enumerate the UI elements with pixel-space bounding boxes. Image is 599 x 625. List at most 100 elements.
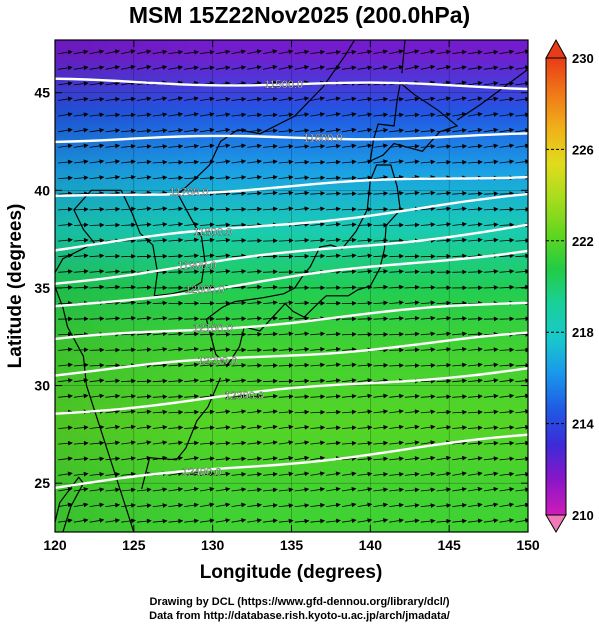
wind-arrow bbox=[263, 440, 278, 446]
wind-arrow bbox=[404, 424, 420, 430]
wind-arrow bbox=[404, 269, 420, 275]
wind-arrow bbox=[263, 487, 278, 493]
wind-arrow bbox=[263, 128, 278, 134]
wind-arrow bbox=[515, 143, 528, 149]
wind-arrow bbox=[184, 96, 199, 102]
wind-arrow bbox=[310, 471, 325, 477]
wind-arrow bbox=[420, 285, 436, 290]
wind-arrow bbox=[231, 159, 247, 164]
wind-arrow bbox=[420, 471, 436, 477]
wind-arrow bbox=[310, 394, 326, 400]
wind-arrow bbox=[420, 363, 436, 368]
wind-arrow bbox=[357, 456, 373, 462]
wind-arrow bbox=[136, 206, 152, 212]
wind-arrow bbox=[200, 331, 215, 337]
wind-arrow bbox=[515, 284, 528, 290]
wind-arrow bbox=[341, 143, 357, 149]
wind-arrow bbox=[89, 127, 105, 133]
wind-arrow bbox=[168, 49, 184, 55]
wind-arrow bbox=[341, 96, 357, 102]
wind-arrow bbox=[247, 378, 263, 384]
wind-arrow bbox=[373, 409, 389, 414]
wind-arrow bbox=[168, 425, 184, 431]
wind-arrow bbox=[278, 175, 294, 180]
colorbar-tick-label: 230 bbox=[572, 51, 594, 66]
wind-arrow bbox=[389, 487, 404, 493]
wind-arrow bbox=[310, 378, 326, 384]
wind-arrow bbox=[215, 487, 231, 492]
wind-arrow bbox=[468, 222, 483, 227]
wind-arrow bbox=[404, 487, 420, 493]
wind-arrow bbox=[483, 112, 499, 117]
wind-arrow bbox=[263, 409, 278, 415]
wind-arrow bbox=[468, 80, 483, 86]
wind-arrow bbox=[310, 96, 325, 101]
wind-arrow bbox=[357, 378, 373, 383]
wind-arrow bbox=[515, 393, 528, 399]
wind-arrow bbox=[247, 300, 263, 306]
wind-arrow bbox=[468, 425, 483, 431]
wind-arrow bbox=[436, 222, 452, 227]
wind-arrow bbox=[294, 65, 310, 70]
wind-arrow bbox=[184, 362, 199, 368]
wind-arrow bbox=[247, 284, 263, 290]
wind-arrow bbox=[294, 409, 310, 415]
wind-arrow bbox=[121, 471, 136, 477]
wind-arrow bbox=[278, 238, 294, 243]
wind-arrow bbox=[105, 222, 121, 228]
y-tick-label: 35 bbox=[34, 280, 50, 296]
wind-arrow bbox=[215, 175, 231, 181]
wind-arrow bbox=[389, 253, 404, 259]
wind-arrow bbox=[294, 96, 310, 102]
wind-arrow bbox=[136, 64, 152, 70]
wind-arrow bbox=[152, 518, 168, 524]
contour-line bbox=[55, 331, 528, 377]
wind-arrow bbox=[468, 409, 483, 415]
wind-arrow bbox=[420, 347, 436, 353]
wind-arrow bbox=[436, 378, 452, 384]
wind-arrow bbox=[310, 206, 326, 212]
x-tick-label: 120 bbox=[43, 537, 67, 553]
wind-arrow bbox=[310, 191, 326, 196]
wind-arrow bbox=[278, 331, 294, 337]
wind-arrow bbox=[341, 49, 357, 55]
wind-arrow bbox=[310, 144, 326, 149]
wind-arrow bbox=[58, 471, 73, 477]
wind-arrow bbox=[357, 425, 373, 430]
wind-arrow bbox=[152, 112, 168, 118]
wind-arrow bbox=[420, 409, 436, 415]
wind-arrow bbox=[373, 316, 389, 322]
contour-line bbox=[55, 192, 528, 252]
wind-arrow bbox=[420, 128, 436, 134]
wind-arrow bbox=[89, 502, 105, 508]
wind-arrow bbox=[105, 502, 121, 508]
wind-arrow bbox=[326, 440, 341, 446]
wind-arrow bbox=[121, 143, 136, 149]
wind-arrow bbox=[404, 503, 420, 508]
wind-arrow bbox=[263, 284, 278, 290]
colorbar: 210 214 218 222 226 230 bbox=[545, 38, 594, 533]
wind-arrow bbox=[326, 378, 341, 384]
wind-arrow bbox=[483, 49, 499, 55]
wind-arrow bbox=[468, 96, 483, 102]
wind-arrow bbox=[168, 300, 184, 306]
wind-arrow bbox=[373, 49, 388, 55]
wind-arrow bbox=[168, 409, 184, 415]
wind-arrow bbox=[263, 159, 278, 165]
wind-arrow bbox=[121, 96, 136, 102]
wind-arrow bbox=[200, 486, 215, 492]
wind-arrow bbox=[436, 206, 452, 212]
wind-arrow bbox=[105, 112, 121, 118]
wind-arrow bbox=[404, 471, 420, 477]
contour-label: 12300.0 bbox=[224, 390, 264, 402]
coastline bbox=[456, 68, 528, 121]
wind-arrow bbox=[310, 331, 326, 337]
wind-arrow bbox=[310, 300, 326, 306]
wind-arrow bbox=[294, 362, 310, 368]
wind-arrow bbox=[184, 518, 199, 524]
wind-arrow bbox=[436, 237, 452, 243]
wind-arrow bbox=[278, 394, 294, 399]
x-axis: 120 125 130 135 140 145 150 bbox=[43, 40, 540, 553]
wind-arrow bbox=[58, 237, 73, 243]
wind-arrow bbox=[136, 222, 152, 228]
